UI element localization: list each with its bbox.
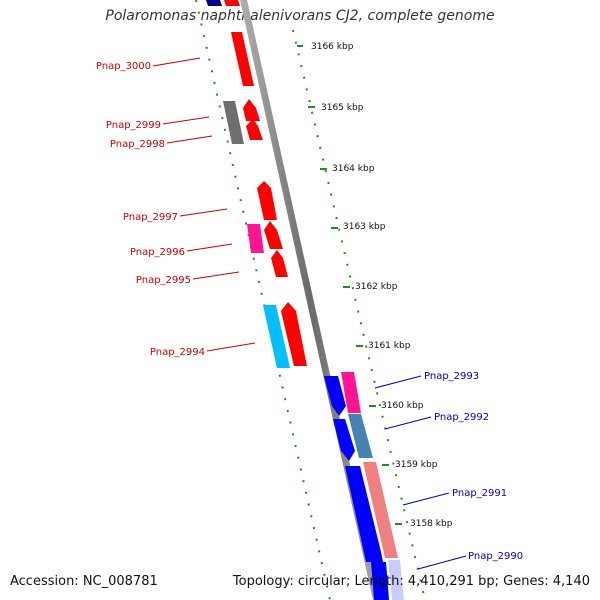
- gene-pnap-2998-b[interactable]: [246, 119, 263, 140]
- gene-pnap-2992-blue[interactable]: [333, 419, 355, 461]
- leader-line: [206, 342, 256, 352]
- tick-label: 3160 kbp: [381, 401, 424, 411]
- tick-label: 3164 kbp: [332, 164, 375, 174]
- tick-label: 3165 kbp: [321, 103, 364, 113]
- right-gene-labels: Pnap_2993 Pnap_2992 Pnap_2991 Pnap_2990: [424, 371, 523, 562]
- leader-line: [162, 116, 210, 125]
- leader-line: [374, 375, 422, 389]
- gene-pnap-2991-blue[interactable]: [345, 466, 383, 562]
- leader-line: [417, 555, 467, 570]
- gene-label[interactable]: Pnap_2992: [434, 412, 489, 423]
- gene-pnap-3000[interactable]: [231, 32, 254, 86]
- gene-pnap-2998-a[interactable]: [243, 99, 260, 121]
- gene-red-top[interactable]: [224, 0, 240, 6]
- leader-line: [186, 243, 233, 252]
- gene-pnap-2993[interactable]: [341, 372, 361, 413]
- accession-text: Accession: NC_008781: [10, 574, 158, 589]
- left-gene-labels: Pnap_3000 Pnap_2999 Pnap_2998 Pnap_2997 …: [96, 61, 205, 358]
- gene-pnap-2994-cyan[interactable]: [263, 305, 290, 368]
- kbp-tick-labels: 3166 kbp 3165 kbp 3164 kbp 3163 kbp 3162…: [311, 42, 453, 529]
- gene-pnap-2993-blue[interactable]: [324, 376, 346, 416]
- leader-line: [384, 416, 432, 430]
- leader-line: [179, 208, 228, 217]
- tick-label: 3161 kbp: [368, 341, 411, 351]
- gene-pnap-2990-blue[interactable]: [371, 562, 389, 600]
- gene-pnap-2996[interactable]: [247, 224, 264, 253]
- gene-label[interactable]: Pnap_2999: [106, 120, 161, 131]
- right-guide-track: [292, 29, 426, 600]
- gene-label[interactable]: Pnap_2990: [468, 551, 523, 562]
- gene-pnap-2996-b[interactable]: [264, 221, 283, 249]
- gene-label[interactable]: Pnap_2995: [136, 275, 191, 286]
- gene-label[interactable]: Pnap_2997: [123, 212, 178, 223]
- kbp-ticks: [297, 45, 402, 525]
- gene-label[interactable]: Pnap_2993: [424, 371, 479, 382]
- tick-label: 3163 kbp: [343, 222, 386, 232]
- genome-summary: Topology: circular; Length: 4,410,291 bp…: [232, 574, 590, 589]
- gene-label[interactable]: Pnap_2994: [150, 347, 205, 358]
- gene-dark-blue-top[interactable]: [206, 0, 222, 6]
- gene-pnap-2990[interactable]: [388, 560, 404, 600]
- map-title: Polaromonas naphthalenivorans CJ2, compl…: [105, 8, 495, 24]
- right-leader-lines: [374, 375, 467, 570]
- tick-label: 3158 kbp: [410, 519, 453, 529]
- gene-pnap-2999[interactable]: [223, 101, 244, 144]
- forward-strand-genes: [324, 372, 404, 600]
- gene-pnap-2994[interactable]: [281, 302, 307, 366]
- gene-label[interactable]: Pnap_2998: [110, 139, 165, 150]
- left-leader-lines: [152, 57, 256, 352]
- tick-label: 3166 kbp: [311, 42, 354, 52]
- gene-pnap-2991[interactable]: [363, 462, 398, 558]
- tick-label: 3162 kbp: [355, 282, 398, 292]
- leader-line: [192, 271, 240, 280]
- reverse-strand-genes: [206, 0, 307, 368]
- gene-label[interactable]: Pnap_3000: [96, 61, 151, 72]
- gene-pnap-2995[interactable]: [271, 250, 288, 277]
- tick-label: 3159 kbp: [395, 460, 438, 470]
- gene-pnap-2997[interactable]: [257, 181, 277, 220]
- leader-line: [166, 135, 213, 144]
- leader-line: [152, 57, 201, 67]
- gene-label[interactable]: Pnap_2991: [452, 488, 507, 499]
- gene-pnap-2992[interactable]: [348, 414, 373, 458]
- gene-label[interactable]: Pnap_2996: [130, 247, 185, 258]
- leader-line: [402, 492, 450, 506]
